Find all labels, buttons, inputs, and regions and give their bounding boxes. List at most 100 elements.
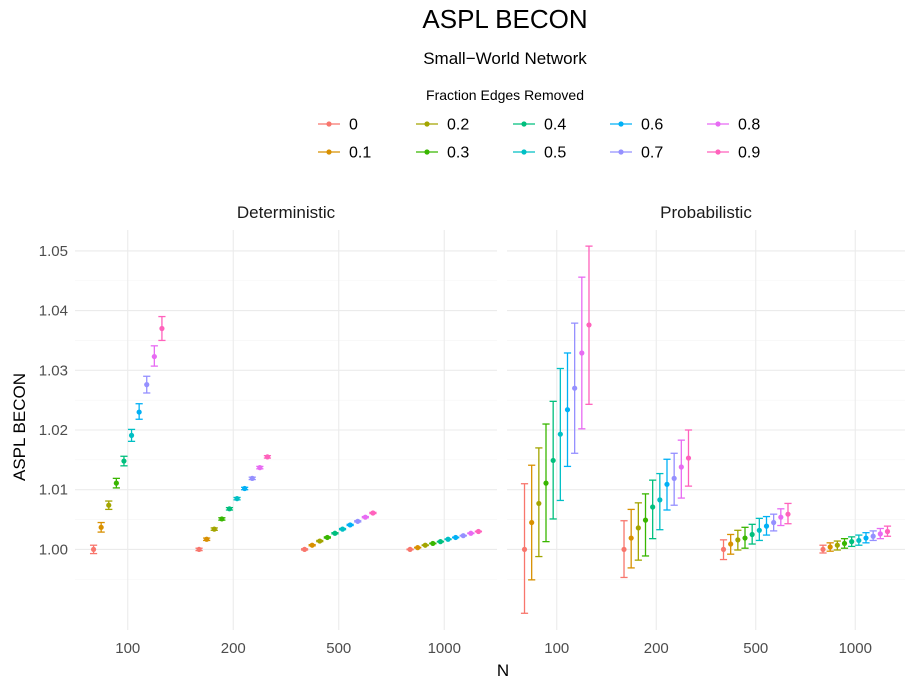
mean-point bbox=[317, 538, 323, 544]
data-point-probabilistic-n100-s1 bbox=[528, 464, 536, 581]
data-point-probabilistic-n1000-s5 bbox=[855, 534, 863, 546]
mean-point bbox=[884, 528, 891, 535]
mean-point bbox=[628, 535, 634, 541]
mean-point bbox=[870, 533, 876, 539]
y-tick-label: 1.02 bbox=[39, 422, 68, 439]
mean-point bbox=[121, 458, 127, 464]
legend-label: 0.3 bbox=[447, 145, 469, 162]
data-point-probabilistic-n500-s8 bbox=[777, 508, 785, 527]
legend: 0 0.1 0.2 0.3 0.4 0.5 0.6 0.7 0.8 0.9 bbox=[318, 117, 760, 162]
data-point-deterministic-n200-s3 bbox=[218, 516, 226, 522]
mean-point bbox=[642, 517, 649, 523]
mean-point bbox=[820, 546, 826, 553]
mean-point bbox=[536, 500, 542, 507]
mean-point bbox=[144, 382, 150, 388]
data-point-probabilistic-n500-s6 bbox=[762, 515, 771, 536]
mean-point bbox=[564, 407, 571, 413]
data-point-deterministic-n100-s2 bbox=[105, 500, 113, 511]
legend-item-0.9: 0.9 bbox=[707, 145, 760, 162]
legend-label: 0.8 bbox=[738, 117, 760, 134]
mean-point bbox=[834, 542, 840, 548]
mean-point bbox=[437, 539, 444, 545]
mean-point bbox=[728, 541, 734, 547]
data-point-probabilistic-n100-s9 bbox=[585, 245, 593, 405]
mean-point bbox=[475, 528, 482, 535]
data-point-deterministic-n1000-s1 bbox=[414, 545, 422, 551]
mean-point bbox=[550, 457, 556, 464]
legend-item-0.3: 0.3 bbox=[416, 145, 469, 162]
mean-point bbox=[586, 322, 592, 328]
mean-point bbox=[657, 497, 663, 503]
data-point-probabilistic-n1000-s9 bbox=[883, 525, 892, 537]
data-point-probabilistic-n100-s8 bbox=[578, 276, 586, 430]
data-point-probabilistic-n1000-s8 bbox=[876, 527, 884, 540]
legend-key-point bbox=[424, 121, 430, 127]
mean-point bbox=[234, 496, 240, 502]
legend-title: Fraction Edges Removed bbox=[426, 87, 584, 103]
x-tick-label: 1000 bbox=[428, 640, 461, 657]
x-tick-label: 500 bbox=[326, 640, 351, 657]
data-point-deterministic-n500-s0 bbox=[300, 546, 309, 553]
data-point-deterministic-n1000-s9 bbox=[474, 528, 483, 535]
mean-point bbox=[521, 546, 528, 553]
mean-point bbox=[151, 353, 157, 360]
data-point-probabilistic-n200-s9 bbox=[684, 429, 693, 487]
data-point-probabilistic-n100-s3 bbox=[542, 423, 550, 543]
mean-point bbox=[856, 537, 862, 544]
y-tick-label: 1.01 bbox=[39, 482, 68, 499]
data-point-probabilistic-n1000-s6 bbox=[862, 532, 870, 544]
data-point-probabilistic-n500-s0 bbox=[719, 539, 728, 561]
mean-point bbox=[204, 536, 210, 542]
mean-point bbox=[370, 510, 376, 516]
mean-point bbox=[339, 526, 346, 532]
legend-key-point bbox=[618, 149, 624, 155]
mean-point bbox=[756, 527, 762, 533]
legend-item-0.7: 0.7 bbox=[610, 145, 663, 162]
data-point-probabilistic-n1000-s0 bbox=[819, 544, 827, 554]
data-point-probabilistic-n1000-s7 bbox=[869, 530, 877, 542]
mean-point bbox=[771, 519, 777, 526]
mean-point bbox=[671, 475, 677, 481]
data-point-probabilistic-n500-s9 bbox=[784, 502, 792, 525]
mean-point bbox=[621, 546, 627, 553]
mean-point bbox=[324, 534, 330, 541]
data-point-probabilistic-n200-s6 bbox=[663, 458, 671, 511]
legend-key-point bbox=[326, 121, 332, 127]
mean-point bbox=[90, 546, 97, 553]
data-point-probabilistic-n200-s3 bbox=[641, 493, 650, 557]
x-tick-label: 100 bbox=[544, 640, 569, 657]
data-point-probabilistic-n500-s3 bbox=[741, 526, 749, 549]
plot-panels: Deterministic 1.00 1.01 1.02 1.03 1.04 1.05 100… bbox=[39, 203, 905, 657]
panel-probabilistic: Probabilistic 100 200 500 1000 bbox=[507, 203, 905, 657]
data-point-probabilistic-n200-s8 bbox=[677, 439, 685, 499]
mean-point bbox=[763, 523, 770, 529]
data-point-probabilistic-n1000-s3 bbox=[840, 538, 849, 549]
data-point-deterministic-n200-s4 bbox=[225, 506, 234, 512]
data-point-deterministic-n100-s8 bbox=[150, 345, 158, 367]
y-axis-title: ASPL BECON bbox=[10, 373, 29, 481]
mean-point bbox=[720, 546, 727, 553]
mean-point bbox=[211, 526, 217, 532]
y-tick-label: 1.00 bbox=[39, 541, 68, 558]
mean-point bbox=[136, 409, 142, 415]
data-point-deterministic-n500-s6 bbox=[346, 522, 354, 528]
data-point-deterministic-n100-s9 bbox=[158, 315, 166, 342]
mean-point bbox=[735, 537, 741, 543]
x-tick-label: 500 bbox=[743, 640, 768, 657]
data-point-probabilistic-n500-s2 bbox=[734, 529, 742, 551]
mean-point bbox=[685, 455, 692, 461]
x-tick-label: 200 bbox=[221, 640, 246, 657]
data-point-probabilistic-n200-s7 bbox=[670, 452, 678, 506]
legend-item-0.6: 0.6 bbox=[610, 117, 663, 134]
data-point-probabilistic-n500-s4 bbox=[748, 523, 756, 545]
data-point-deterministic-n100-s3 bbox=[112, 477, 120, 489]
legend-label: 0.5 bbox=[544, 145, 566, 162]
x-tick-label: 200 bbox=[644, 640, 669, 657]
data-point-deterministic-n500-s5 bbox=[338, 526, 347, 532]
chart-title: ASPL BECON bbox=[422, 4, 587, 34]
data-point-deterministic-n200-s9 bbox=[263, 454, 272, 460]
mean-point bbox=[849, 539, 855, 545]
mean-point bbox=[579, 350, 585, 356]
mean-point bbox=[309, 542, 315, 548]
